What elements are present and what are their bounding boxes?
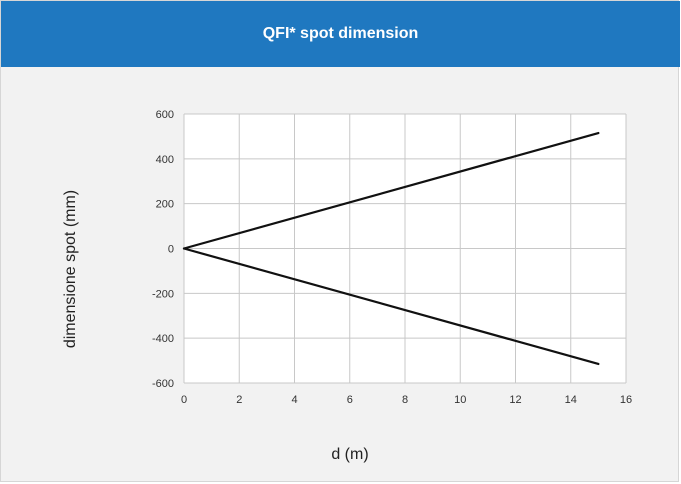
x-tick-label: 14 bbox=[565, 394, 577, 406]
y-tick-label: -600 bbox=[152, 378, 174, 390]
x-tick-label: 2 bbox=[236, 394, 242, 406]
y-tick-label: 400 bbox=[156, 154, 174, 166]
x-tick-label: 16 bbox=[620, 394, 632, 406]
x-tick-label: 10 bbox=[454, 394, 466, 406]
y-tick-label: 200 bbox=[156, 199, 174, 211]
chart-title: QFI* spot dimension bbox=[262, 25, 419, 42]
x-tick-label: 12 bbox=[509, 394, 521, 406]
x-tick-label: 0 bbox=[181, 394, 187, 406]
tick-labels: 0 2 4 6 8 10 12 14 16 600 400 200 0 -200 -400 -600 bbox=[152, 109, 632, 406]
chart-header: QFI* spot dimension bbox=[1, 1, 680, 67]
x-axis-label: d (m) bbox=[331, 446, 369, 463]
grid-lines bbox=[183, 113, 627, 384]
y-tick-label: 600 bbox=[156, 109, 174, 121]
y-tick-label: -400 bbox=[152, 333, 174, 345]
x-tick-label: 6 bbox=[347, 394, 353, 406]
series-lines bbox=[182, 131, 600, 366]
series-line-lower bbox=[182, 247, 600, 366]
x-tick-label: 4 bbox=[291, 394, 297, 406]
chart-area: 0 2 4 6 8 10 12 14 16 600 400 200 0 -200 -400 -600 bbox=[1, 67, 680, 483]
line-chart: 0 2 4 6 8 10 12 14 16 600 400 200 0 -200 -400 -600 bbox=[152, 109, 632, 406]
x-tick-label: 8 bbox=[402, 394, 408, 406]
y-tick-label: -200 bbox=[152, 288, 174, 300]
y-axis-label: dimensione spot (mm) bbox=[62, 189, 79, 349]
series-line-upper bbox=[182, 131, 600, 250]
y-tick-label: 0 bbox=[168, 244, 174, 256]
